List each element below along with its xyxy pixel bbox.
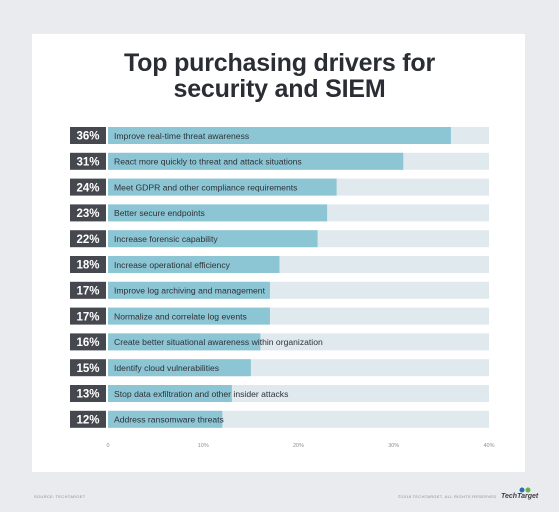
x-axis: 0 10% 20% 30% 40% [106,443,494,449]
bar [108,204,328,222]
logo-wordmark: TechTarget [501,493,539,500]
bar [108,178,337,196]
category-label: Create better situational awareness with… [114,337,323,347]
category-label: Identify cloud vulnerabilities [114,363,219,373]
category-label: Increase operational efficiency [114,260,231,270]
bar-row: 17% Normalize and correlate log events [70,307,489,325]
value-label-box [70,385,106,402]
value-label: 16% [76,337,99,349]
bar-row: 18% Increase operational efficiency [70,256,489,273]
bar [108,410,223,428]
value-label: 13% [76,389,99,401]
chart-title: Top purchasing drivers for security and … [0,50,559,102]
value-label: 17% [76,286,99,298]
value-label-box [70,178,106,196]
bar-row: 22% Increase forensic capability [70,230,489,248]
value-label-box [70,230,106,248]
category-label: Meet GDPR and other compliance requireme… [114,182,297,192]
value-label: 15% [76,363,99,375]
chart-title-line-1: Top purchasing drivers for [123,49,436,77]
value-label-box [70,152,106,170]
logo-mark-icon [519,487,531,493]
value-label-box [70,359,106,377]
bar-row: 24% Meet GDPR and other compliance requir… [70,178,489,196]
value-label: 22% [76,234,99,246]
category-label: Improve log archiving and management [114,286,266,296]
bar [108,307,270,325]
source-note: SOURCE: TECHTARGET [34,494,86,499]
x-tick-label: 10% [198,443,209,449]
category-label: React more quickly to threat and attack … [114,157,302,167]
x-tick-label: 30% [388,443,399,449]
value-label-box [70,127,106,144]
value-label-box [70,204,106,222]
category-label: Address ransomware threats [114,415,224,425]
value-label: 18% [76,260,99,272]
bar [108,281,270,299]
value-label-box [70,281,106,299]
value-label-box [70,256,106,273]
value-label: 17% [76,311,99,323]
bar-row: 16% Create better situational awareness w… [70,333,489,351]
value-label: 12% [76,415,99,427]
bar [108,333,261,351]
category-label: Normalize and correlate log events [114,311,247,321]
x-tick-label: 0 [106,443,109,449]
value-label: 24% [76,182,99,194]
bar-row: 15% Identify cloud vulnerabilities [70,359,489,377]
bar [108,256,280,273]
category-label: Increase forensic capability [114,234,218,244]
bar-row: 17% Improve log archiving and management [70,281,489,299]
copyright-note: ©2018 TECHTARGET. ALL RIGHTS RESERVED [398,494,497,499]
x-tick-label: 40% [483,443,494,449]
bar-row: 13% Stop data exfiltration and other insi… [70,385,489,402]
bar-row: 36% Improve real-time threat awareness [70,127,489,144]
value-label-box [70,410,106,428]
value-label: 36% [76,131,99,143]
bar-row: 12% Address ransomware threats [70,410,489,428]
bar-group: 36% Improve real-time threat awareness 31%… [70,127,489,428]
category-label: Stop data exfiltration and other insider… [114,389,288,399]
category-label: Better secure endpoints [114,208,205,218]
value-label-box [70,333,106,351]
bar [108,152,404,170]
bar [108,359,251,377]
chart-title-line-2: security and SIEM [173,75,386,103]
value-label-box [70,307,106,325]
value-label: 23% [76,208,99,220]
x-tick-label: 20% [293,443,304,449]
bar [108,385,232,402]
value-label: 31% [76,157,99,169]
bar [108,127,451,144]
bar [108,230,318,248]
category-label: Improve real-time threat awareness [114,131,249,141]
techtarget-logo: TechTarget [501,487,538,501]
bar-row: 23% Better secure endpoints [70,204,489,222]
bar-row: 31% React more quickly to threat and atta… [70,152,489,170]
